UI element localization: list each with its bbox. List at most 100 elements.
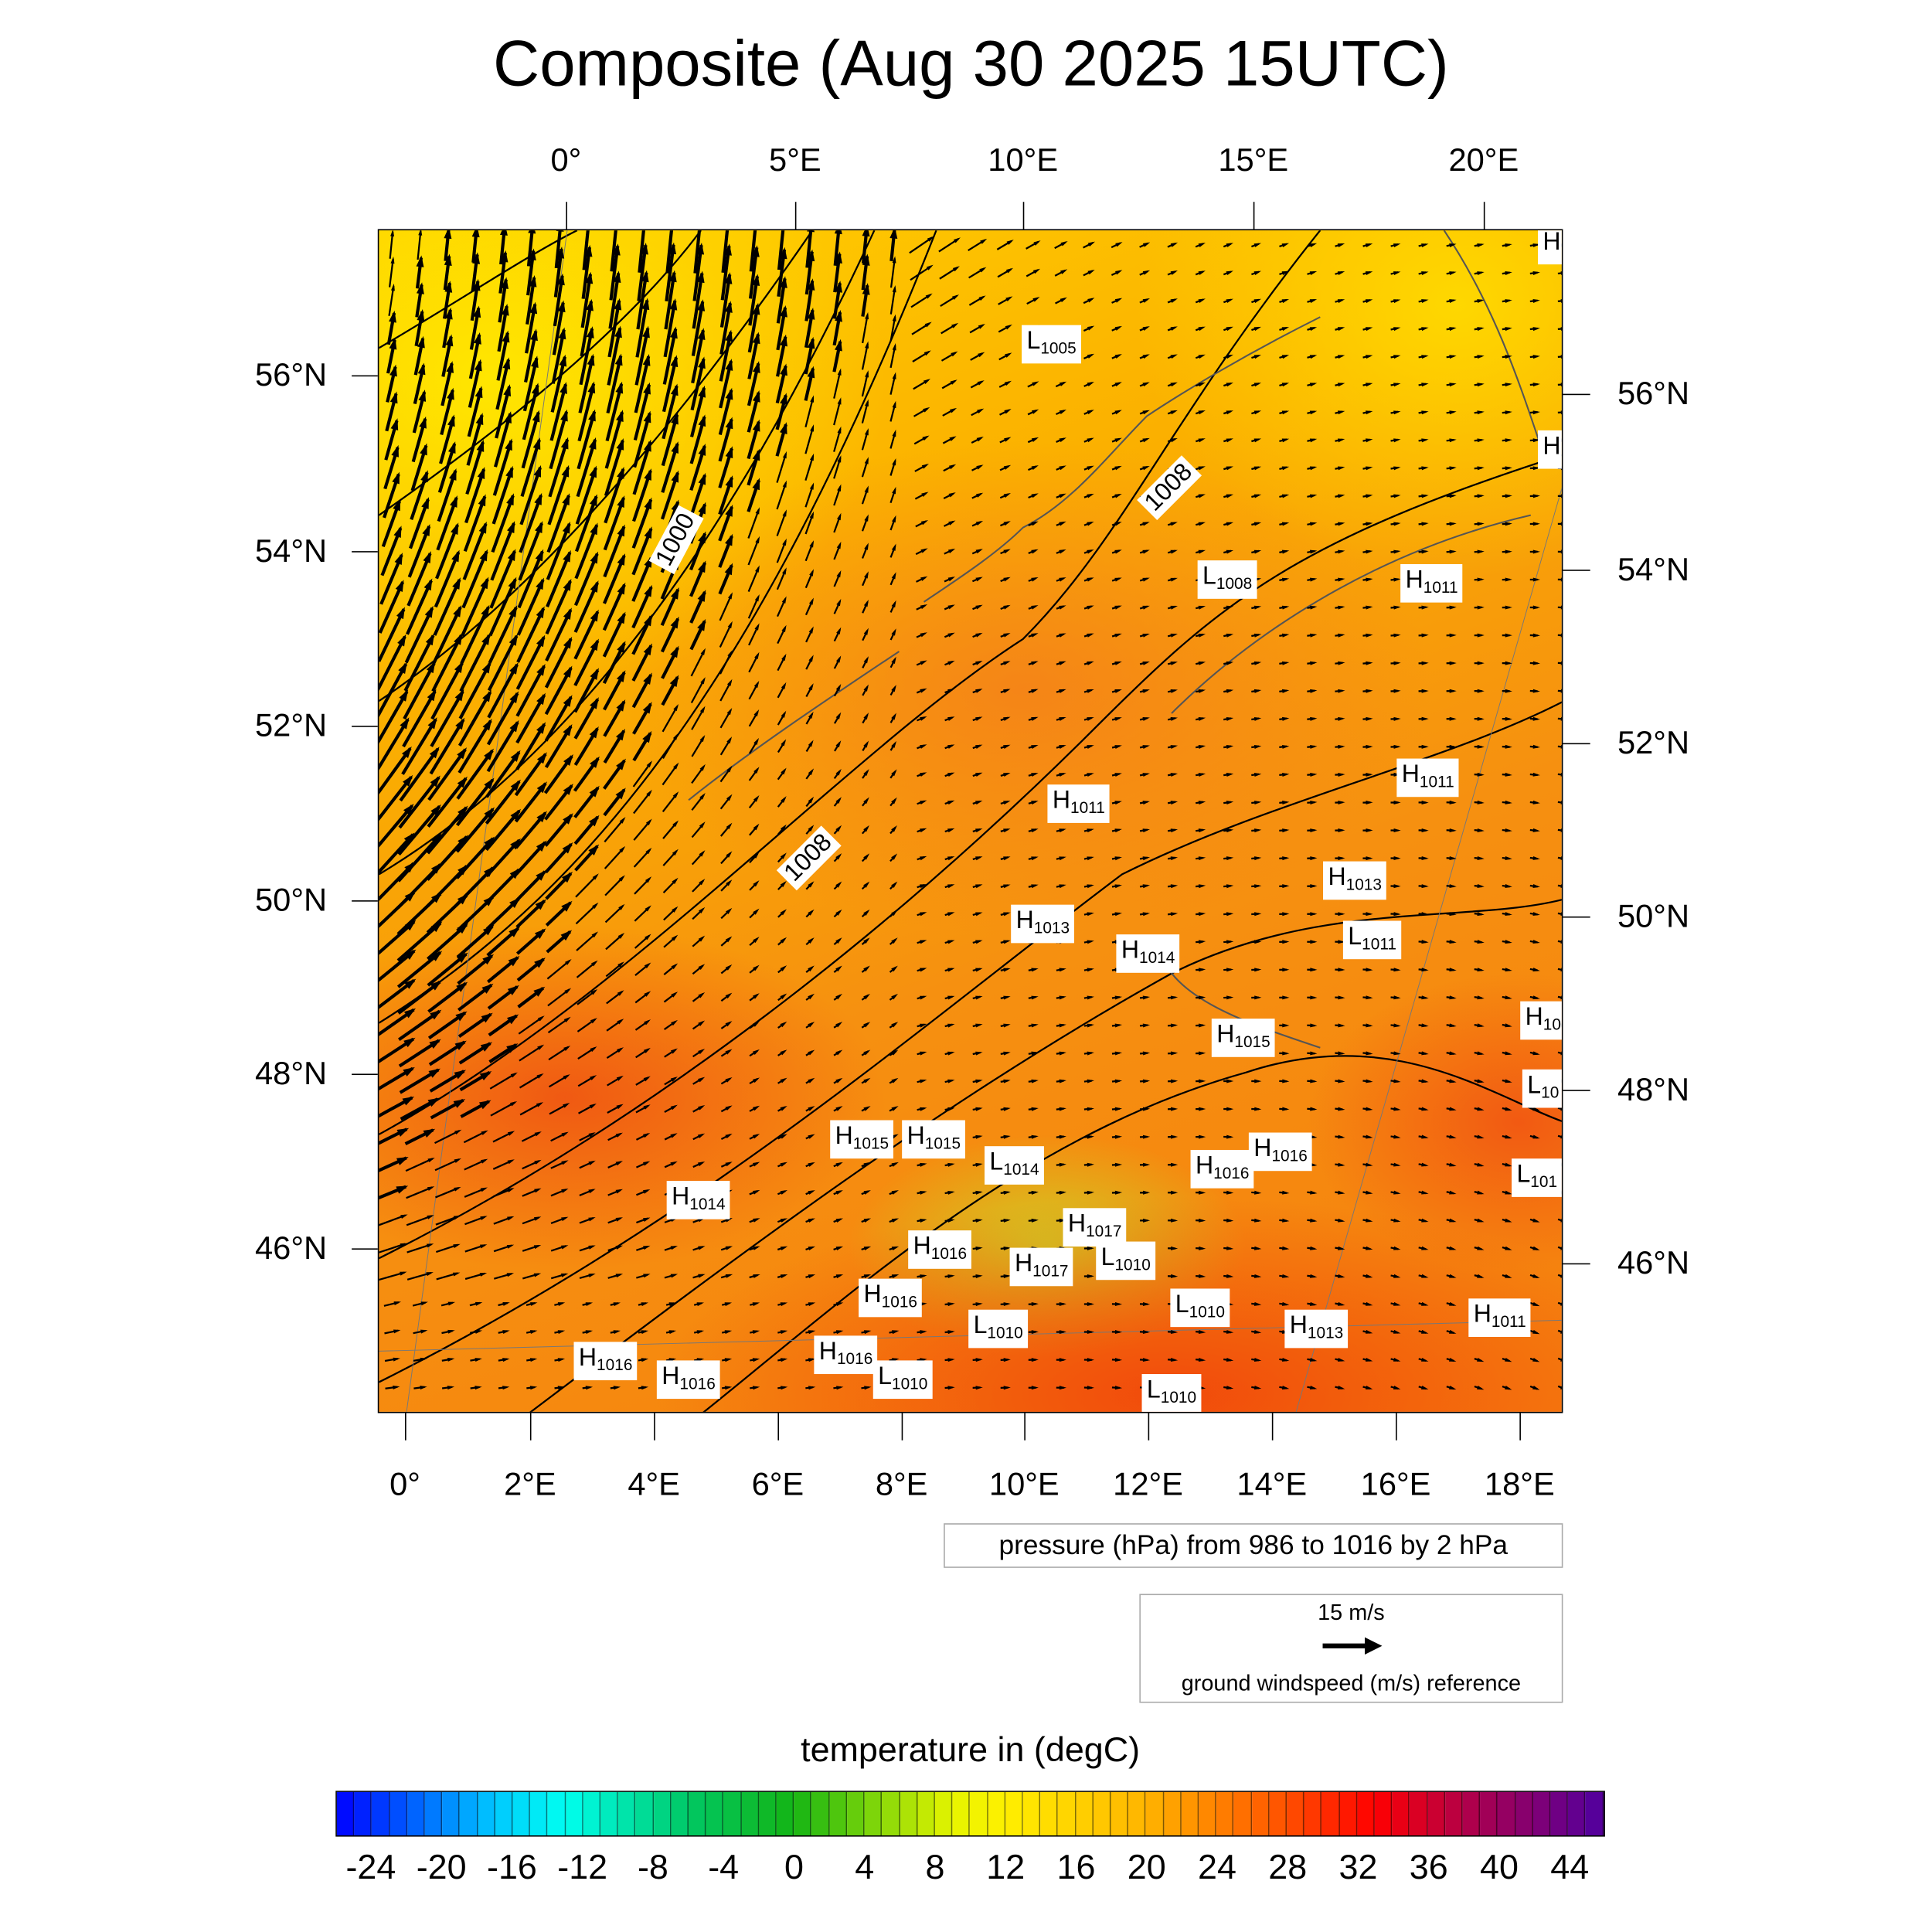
wind-arrow [777, 1134, 787, 1140]
high-pressure-label: H1016 [573, 1342, 638, 1381]
wind-arrow [379, 1156, 409, 1172]
wind-arrow [1000, 968, 1011, 972]
wind-arrow [1307, 995, 1318, 1000]
wind-arrow [1083, 465, 1094, 471]
wind-arrow [1474, 1246, 1485, 1250]
wind-arrow [1362, 716, 1373, 721]
wind-arrow [487, 662, 519, 719]
wind-arrow [914, 464, 929, 472]
axis-tick [1271, 1413, 1274, 1440]
wind-arrow [1502, 605, 1512, 610]
wind-arrow [466, 413, 484, 466]
wind-arrow [1195, 549, 1206, 554]
wind-arrow [1362, 856, 1373, 861]
wind-arrow [889, 797, 897, 807]
wind-arrow [1056, 577, 1066, 582]
colorbar-swatch [1145, 1791, 1164, 1835]
wind-arrow [1195, 270, 1206, 276]
wind-arrow [1446, 522, 1457, 526]
wind-arrow [833, 368, 842, 399]
wind-arrow [721, 1330, 733, 1335]
wind-arrow [1362, 1107, 1373, 1111]
pressure-center-type: H [662, 1362, 680, 1390]
wind-arrow [1335, 299, 1345, 304]
wind-arrow [1083, 1162, 1095, 1167]
wind-arrow [1111, 1162, 1123, 1167]
wind-arrow [720, 964, 733, 975]
wind-arrow [1335, 801, 1345, 804]
wind-arrow [938, 237, 961, 253]
wind-arrow [1139, 242, 1151, 248]
wind-arrow [1502, 410, 1512, 415]
wind-arrow [1251, 912, 1262, 917]
wind-arrow [415, 255, 424, 289]
wind-arrow [1418, 605, 1429, 610]
wind-arrow [1167, 242, 1179, 248]
wind-arrow [1557, 355, 1562, 359]
wind-arrow [805, 881, 815, 890]
wind-arrow [916, 632, 927, 638]
wind-arrow [603, 670, 626, 711]
wind-arrow [379, 1037, 416, 1063]
wind-arrow [1223, 410, 1233, 415]
wind-arrow [1474, 327, 1485, 332]
wind-arrow [939, 266, 960, 280]
wind-arrow [1418, 884, 1429, 889]
wind-arrow [833, 397, 842, 426]
wind-arrow [573, 551, 599, 607]
wind-arrow [777, 993, 787, 1002]
wind-arrow [1139, 661, 1150, 665]
wind-arrow [1390, 494, 1401, 498]
wind-arrow [441, 334, 454, 377]
wind-arrow [913, 435, 930, 445]
wind-arrow [607, 325, 622, 386]
wind-arrow [720, 851, 733, 865]
colorbar-swatch [1515, 1791, 1533, 1835]
wind-arrow [1446, 661, 1457, 665]
wind-arrow [1362, 438, 1373, 443]
wind-arrow [632, 702, 652, 735]
wind-arrow [1195, 494, 1206, 498]
axis-tick [352, 1073, 378, 1076]
wind-arrow [406, 1186, 435, 1199]
wind-arrow [1390, 1386, 1401, 1390]
wind-arrow [1251, 1386, 1262, 1389]
colorbar-tick-label: 20 [1127, 1848, 1166, 1886]
wind-arrow [1028, 968, 1039, 972]
wind-arrow [719, 765, 733, 783]
wind-arrow [546, 959, 572, 980]
wind-arrow [433, 577, 461, 636]
wind-arrow [1557, 1357, 1562, 1362]
wind-arrow [1139, 745, 1150, 749]
wind-arrow [1167, 689, 1179, 693]
wind-arrow [1502, 327, 1512, 332]
wind-arrow [1557, 772, 1562, 777]
wind-arrow [917, 1274, 927, 1279]
wind-arrow [1139, 1190, 1151, 1195]
wind-arrow [889, 343, 896, 369]
low-pressure-label: L1008 [1197, 560, 1257, 599]
wind-arrow [547, 988, 572, 1007]
wind-arrow [1196, 1134, 1206, 1139]
wind-arrow [1083, 353, 1095, 359]
wind-arrow [440, 1301, 456, 1307]
wind-arrow [968, 238, 988, 252]
bottom-lon-label: 4°E [628, 1464, 680, 1502]
wind-arrow [468, 359, 482, 408]
wind-arrow [805, 909, 815, 918]
wind-arrow [1362, 327, 1373, 332]
wind-arrow [517, 549, 544, 609]
wind-arrow [691, 821, 706, 838]
wind-arrow [1139, 1358, 1151, 1362]
wind-arrow [576, 931, 599, 951]
wind-arrow [544, 784, 573, 821]
wind-arrow [663, 1019, 678, 1031]
wind-arrow [833, 655, 842, 669]
wind-arrow [833, 598, 842, 614]
wind-arrow [549, 1103, 570, 1115]
wind-arrow [996, 240, 1014, 250]
wind-arrow [519, 1073, 544, 1089]
wind-arrow [1362, 995, 1373, 1000]
pressure-center-value: 1014 [689, 1194, 726, 1213]
wind-arrow [777, 1302, 788, 1307]
